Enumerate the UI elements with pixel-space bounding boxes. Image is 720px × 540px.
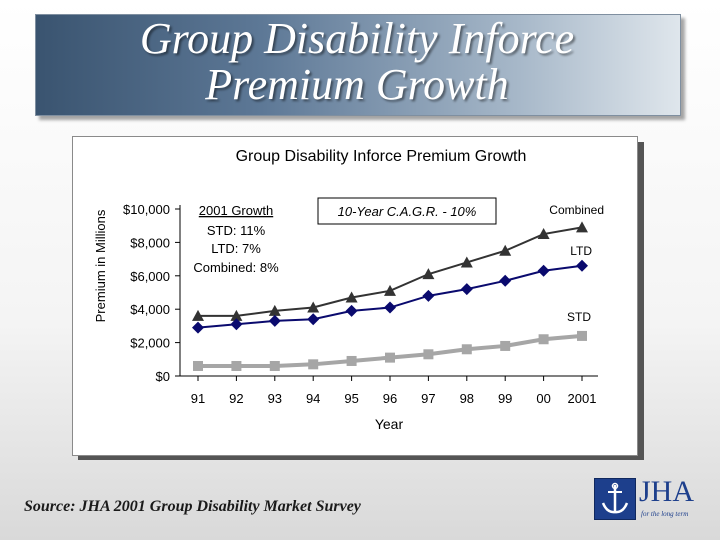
growth-annotation-line2: STD: 11% (207, 223, 266, 238)
data-point-ltd (384, 301, 396, 314)
data-point-std (231, 360, 242, 371)
chart-title: Group Disability Inforce Premium Growth (236, 148, 527, 165)
data-point-ltd (345, 304, 358, 317)
data-point-combined (499, 244, 512, 256)
growth-annotation-box (188, 198, 286, 278)
x-tick-label: 97 (421, 391, 435, 406)
data-point-combined (345, 291, 358, 303)
legend-ltd: LTD (570, 244, 592, 258)
cagr-annotation: 10-Year C.A.G.R. - 10% (338, 204, 477, 219)
title-banner (35, 14, 681, 116)
x-axis-label: Year (375, 416, 404, 432)
data-point-ltd (307, 313, 320, 326)
data-point-std (577, 330, 587, 341)
cagr-annotation-box (317, 197, 497, 225)
data-point-ltd (268, 314, 281, 327)
data-point-ltd (230, 318, 243, 331)
data-point-std (193, 360, 203, 371)
y-tick-label: $0 (156, 369, 170, 384)
x-tick-label: 00 (536, 391, 550, 406)
x-tick-label: 96 (383, 391, 397, 406)
growth-annotation-line4: Combined: 8% (193, 260, 279, 275)
data-point-std (538, 334, 549, 345)
y-tick-label: $6,000 (130, 269, 170, 284)
data-point-ltd (576, 259, 588, 272)
x-ticks: 91 92 93 94 95 96 97 98 99 00 2001 (191, 376, 597, 406)
data-point-ltd (499, 274, 512, 287)
data-point-std (269, 360, 280, 371)
data-point-combined (460, 256, 473, 268)
data-point-combined (422, 268, 435, 280)
data-point-ltd (460, 283, 473, 296)
data-point-ltd (537, 264, 550, 277)
data-point-combined (576, 221, 588, 233)
y-tick-label: $2,000 (130, 336, 170, 351)
slide-title: Group Disability Inforce Premium Growth (35, 16, 679, 108)
x-tick-label: 95 (344, 391, 358, 406)
data-point-std (385, 352, 395, 363)
y-tick-label: $4,000 (130, 302, 170, 317)
growth-annotation-line1: 2001 Growth (199, 203, 273, 218)
x-tick-label: 94 (306, 391, 320, 406)
x-tick-label: 99 (498, 391, 512, 406)
x-tick-label: 92 (229, 391, 243, 406)
slide-title-line2: Premium Growth (205, 60, 509, 109)
data-point-combined (384, 284, 396, 296)
data-point-std (346, 355, 357, 366)
data-point-combined (192, 309, 204, 321)
y-ticks: $0 $2,000 $4,000 $6,000 $8,000 $10,000 (123, 202, 180, 384)
legend-std: STD (567, 310, 591, 324)
source-note: Source: JHA 2001 Group Disability Market… (24, 498, 361, 515)
data-point-combined (537, 228, 550, 240)
data-point-ltd (422, 289, 435, 302)
data-point-combined (307, 301, 320, 313)
data-point-std (308, 359, 319, 370)
data-point-combined (230, 309, 243, 321)
x-tick-label: 93 (268, 391, 282, 406)
data-point-std (423, 349, 434, 360)
data-point-ltd (192, 321, 204, 334)
data-point-combined (268, 304, 281, 316)
growth-annotation-line3: LTD: 7% (211, 241, 261, 256)
data-point-std (461, 344, 472, 355)
anchor-icon (594, 478, 636, 520)
logo-tagline: for the long term (641, 510, 689, 518)
logo-text: JHA (639, 475, 695, 508)
data-point-std (500, 340, 511, 351)
legend-combined: Combined (549, 203, 604, 217)
x-tick-label: 91 (191, 391, 205, 406)
x-tick-label: 98 (460, 391, 474, 406)
slide-title-line1: Group Disability Inforce (139, 14, 575, 63)
y-axis-label: Premium in Millions (93, 209, 108, 322)
y-tick-label: $10,000 (123, 202, 170, 217)
jha-logo: JHA for the long term (594, 475, 706, 524)
series-layer (192, 221, 588, 371)
y-tick-label: $8,000 (130, 235, 170, 250)
x-tick-label: 2001 (568, 391, 597, 406)
